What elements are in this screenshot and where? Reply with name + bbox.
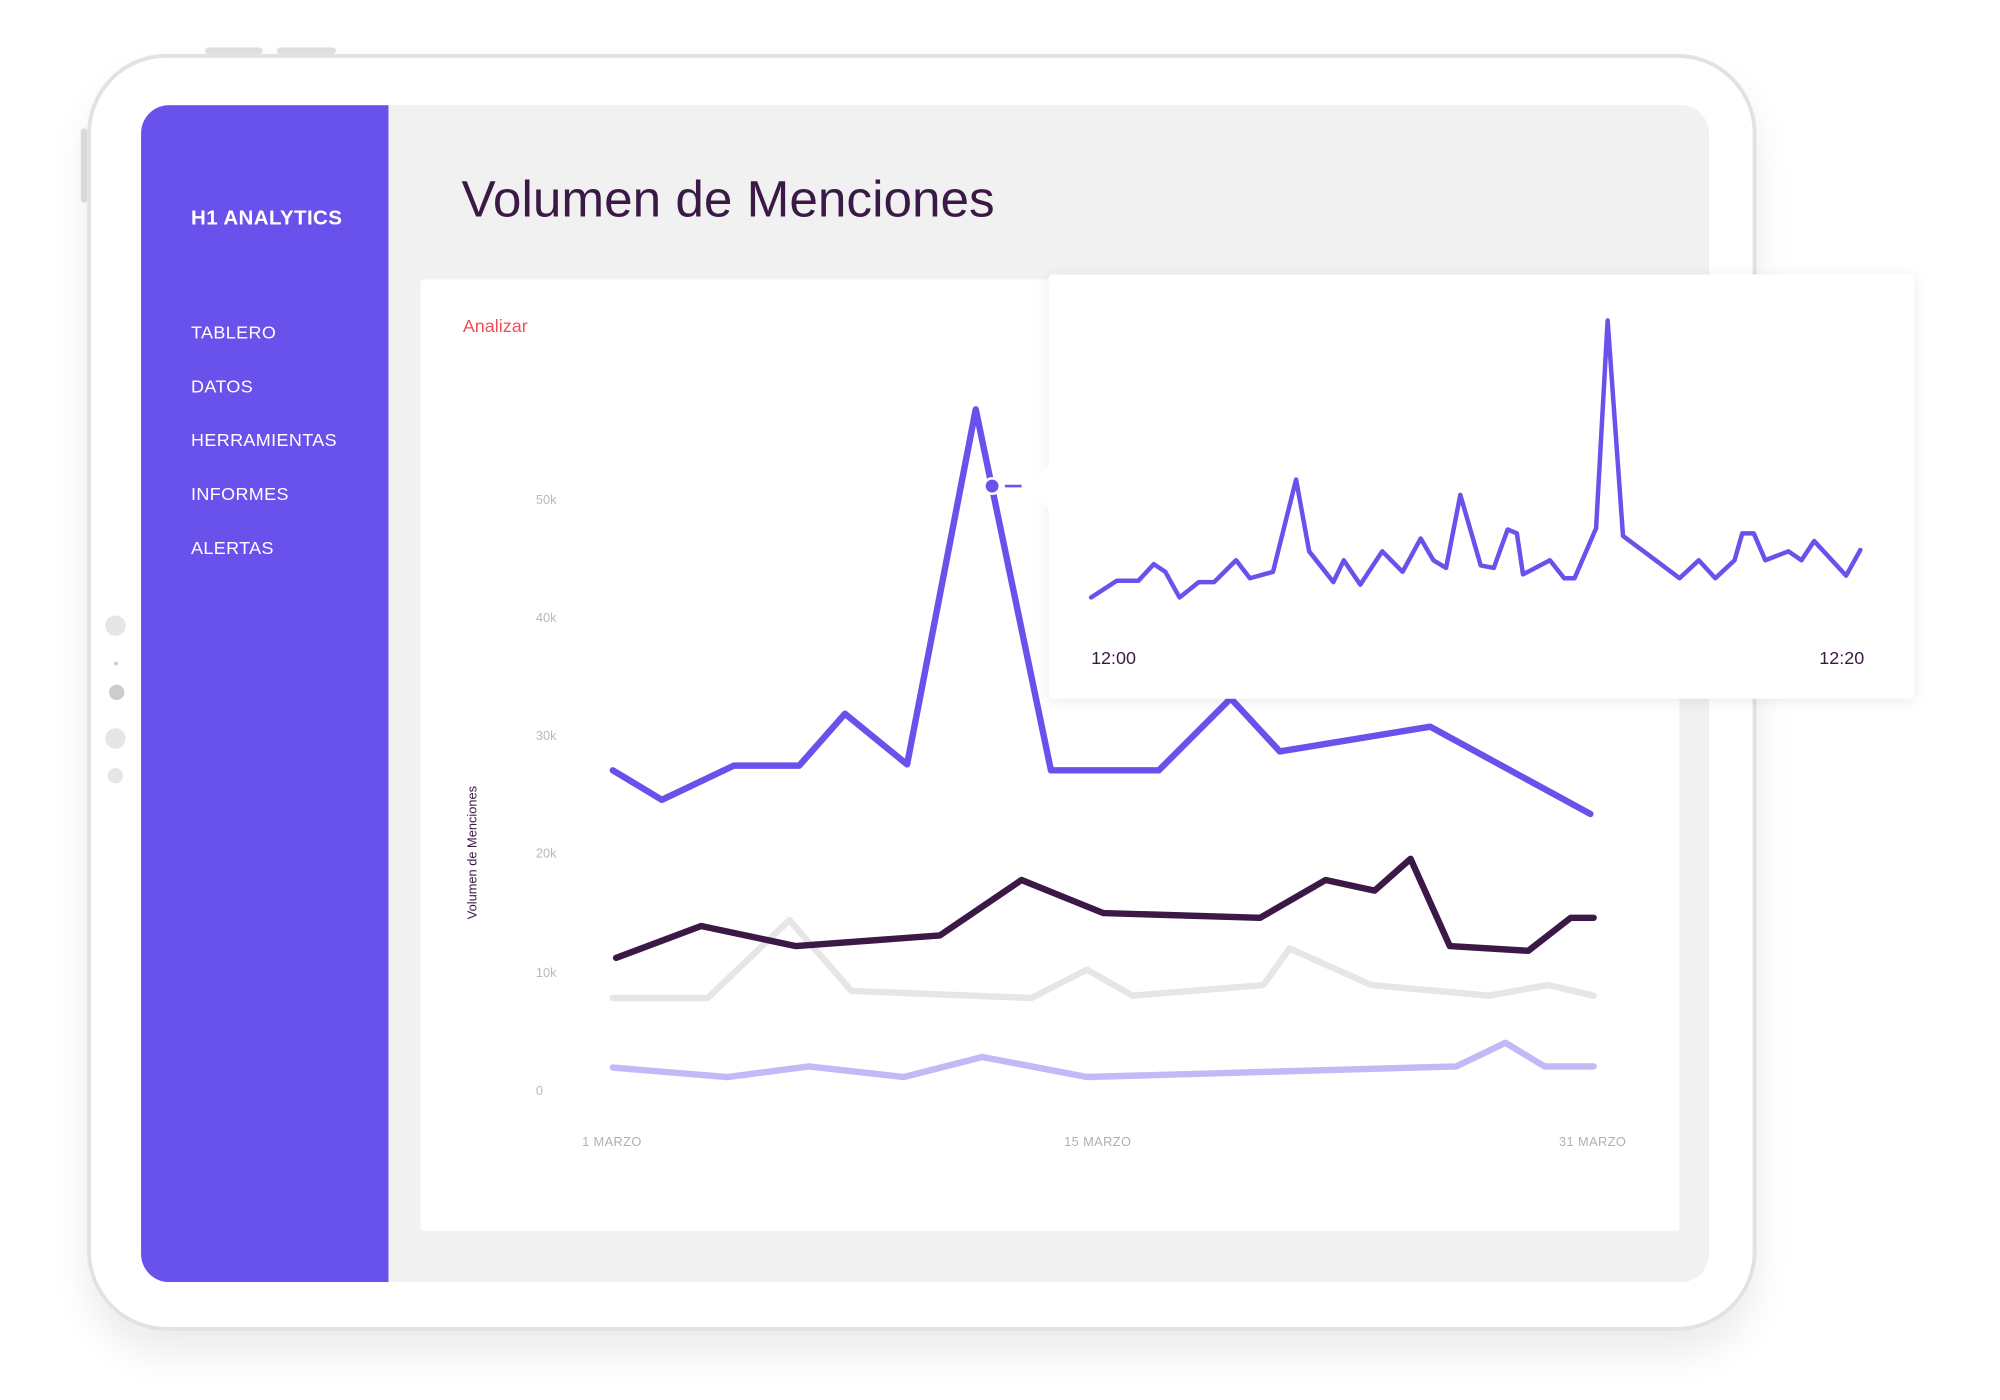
sidebar-item-informes[interactable]: INFORMES	[191, 483, 289, 504]
tablet-camera	[108, 684, 125, 701]
tablet-sensor	[107, 767, 124, 784]
y-tick: 30k	[535, 729, 557, 744]
analyze-link[interactable]: Analizar	[462, 315, 528, 336]
y-tick: 10k	[535, 966, 557, 981]
highlight-point[interactable]	[983, 477, 1002, 496]
detail-x-tick: 12:00	[1091, 647, 1137, 668]
tablet-sensor	[105, 728, 126, 749]
x-tick: 31 MARZO	[1559, 1135, 1627, 1151]
detail-x-tick: 12:20	[1819, 647, 1865, 668]
x-tick: 15 MARZO	[1064, 1135, 1132, 1151]
line-series-3	[609, 916, 1597, 1002]
tablet-top-button	[205, 47, 263, 54]
sidebar: H1 ANALYTICS TABLERO DATOS HERRAMIENTAS …	[141, 105, 389, 1283]
page-title: Volumen de Menciones	[461, 171, 995, 229]
sidebar-item-herramientas[interactable]: HERRAMIENTAS	[191, 429, 337, 451]
tablet-sensor	[105, 615, 126, 636]
y-tick: 0	[535, 1084, 544, 1099]
line-series-2	[612, 855, 1597, 962]
brand-logo: H1 ANALYTICS	[191, 207, 343, 230]
x-tick: 1 MARZO	[582, 1135, 642, 1151]
tablet-top-button	[276, 47, 336, 54]
sidebar-item-tablero[interactable]: TABLERO	[191, 321, 277, 343]
detail-popup	[1048, 274, 1915, 699]
sidebar-item-datos[interactable]: DATOS	[191, 375, 254, 397]
y-tick: 40k	[535, 611, 557, 626]
line-series-4	[609, 1039, 1597, 1081]
y-tick: 20k	[535, 847, 557, 862]
tablet-side-button	[80, 128, 88, 203]
line-series-1	[609, 406, 1594, 818]
y-tick: 50k	[535, 493, 557, 508]
tablet-sensor	[114, 661, 118, 666]
sidebar-item-alertas[interactable]: ALERTAS	[191, 537, 274, 558]
